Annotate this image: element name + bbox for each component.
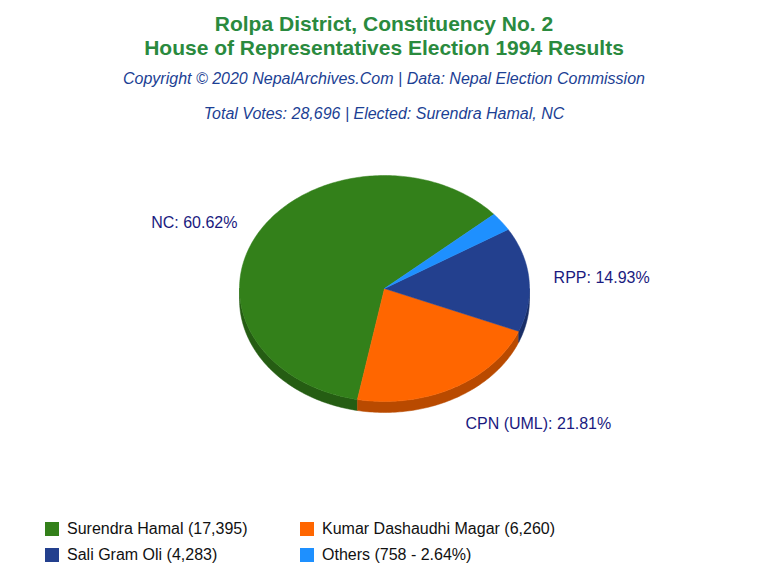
html-text:Copyright © 2020 NepalArchives: Copyright © 2020 NepalArchives.Com | Dat… [123, 70, 645, 87]
html-text:Sali Gram Oli (4,283): Sali Gram Oli (4,283) [67, 546, 218, 563]
svg-text:RPP: 14.93%: RPP: 14.93% [554, 269, 650, 286]
html-text:House of Representatives Elect: House of Representatives Election 1994 R… [144, 36, 624, 59]
html-text:Surendra Hamal (17,395): Surendra Hamal (17,395) [67, 520, 248, 537]
svg-text:NC: 60.62%: NC: 60.62% [151, 214, 237, 231]
html-text:Rolpa District, Constituency N: Rolpa District, Constituency No. 2 [214, 12, 554, 35]
html-text:Kumar Dashaudhi Magar (6,260): Kumar Dashaudhi Magar (6,260) [322, 520, 555, 537]
svg-text:CPN (UML): 21.81%: CPN (UML): 21.81% [465, 415, 611, 432]
html-text:Total Votes: 28,696 | Elected:: Total Votes: 28,696 | Elected: Surendra … [203, 105, 565, 122]
html-text:Others (758 - 2.64%): Others (758 - 2.64%) [322, 546, 472, 563]
